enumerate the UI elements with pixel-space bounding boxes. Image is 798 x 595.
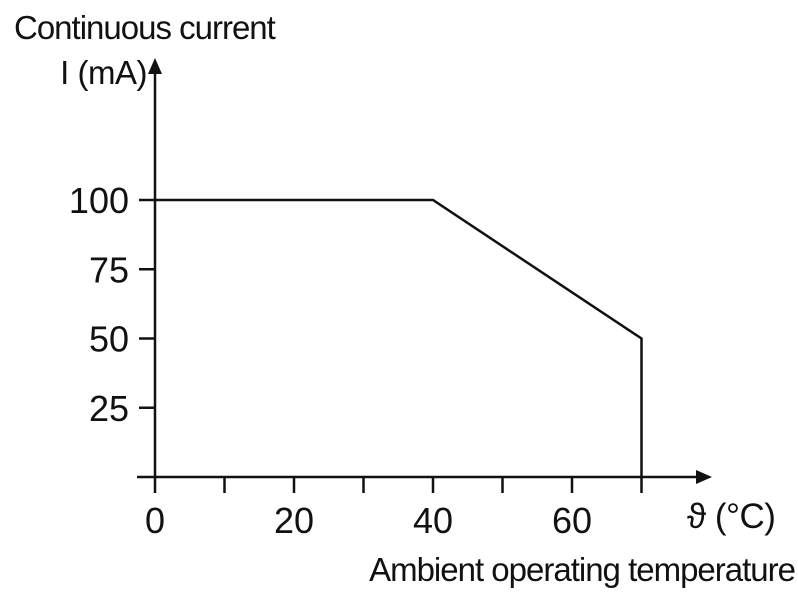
y-tick-label: 50 — [89, 319, 129, 360]
x-axis-arrowhead — [696, 470, 712, 484]
current-derating-curve — [155, 198, 643, 477]
x-tick-label: 60 — [552, 500, 592, 541]
x-tick-label: 20 — [274, 500, 314, 541]
x-tick-label: 0 — [145, 500, 165, 541]
y-axis-unit-label: I (mA) — [60, 54, 147, 91]
y-tick-label: 25 — [89, 388, 129, 429]
x-axis-caption: Ambient operating temperature — [369, 551, 796, 588]
chart-title: Continuous current — [14, 9, 276, 46]
y-tick-label: 75 — [89, 249, 129, 290]
y-axis-arrowhead — [148, 58, 162, 74]
x-axis-unit-label: ϑ (°C) — [687, 497, 776, 536]
x-tick-label: 40 — [413, 500, 453, 541]
y-tick-label: 100 — [69, 180, 129, 221]
